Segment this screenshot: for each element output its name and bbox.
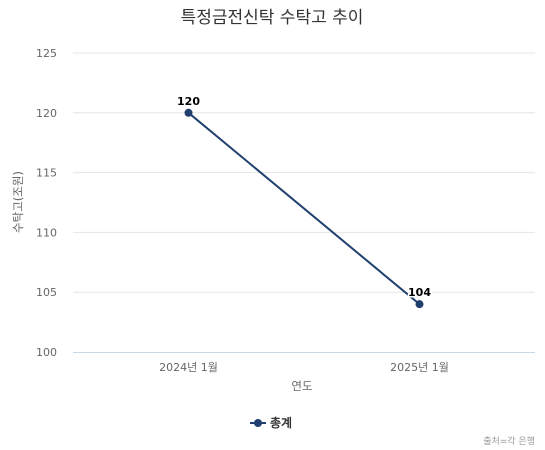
legend-label-total: 총계 [270,415,292,430]
data-label: 120 [177,95,200,108]
x-axis-ticks: 2024년 1월 2025년 1월 [159,361,449,374]
data-point[interactable] [415,300,424,309]
gridlines [73,52,535,293]
y-tick-label: 110 [36,226,57,239]
legend-marker-icon [254,419,262,427]
credits-text: 출처=각 은행 [483,435,535,447]
y-tick-label: 120 [36,107,57,120]
y-axis-title: 수탁고(조원) [11,171,25,233]
series-line-0 [187,112,421,305]
data-label: 104 [408,286,431,299]
y-tick-label: 125 [36,47,57,60]
x-tick-label: 2024년 1월 [159,361,218,374]
series-group: 120 104 [176,93,433,309]
chart-title: 특정금전신탁 수탁고 추이 [181,8,364,28]
y-axis-ticks: 100 105 110 115 120 125 [36,47,57,359]
data-point[interactable] [184,108,193,117]
x-tick-label: 2025년 1월 [390,361,449,374]
legend[interactable]: 총계 [250,415,292,430]
y-tick-label: 105 [36,286,57,299]
x-axis-title: 연도 [291,379,312,393]
y-tick-label: 115 [36,167,57,180]
y-tick-label: 100 [36,346,57,359]
